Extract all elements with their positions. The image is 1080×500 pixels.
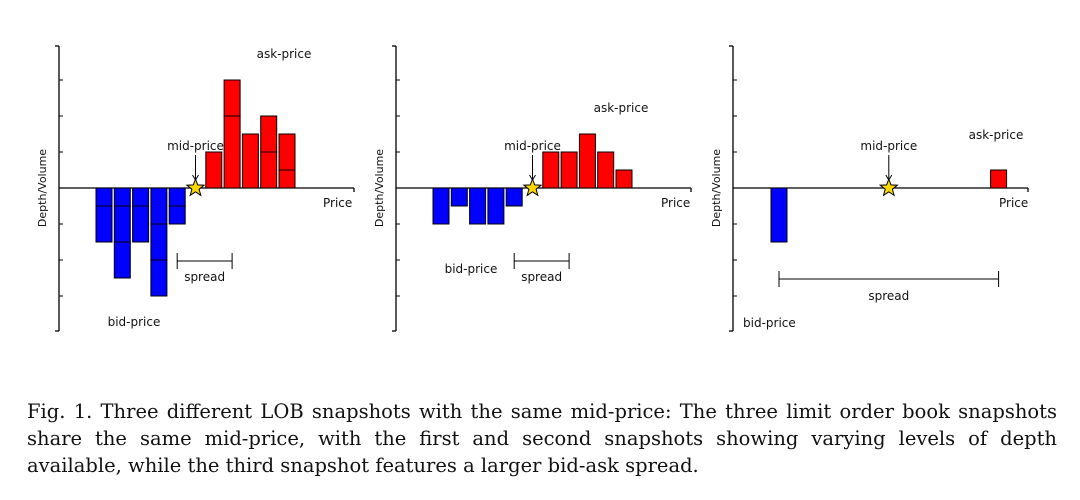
- bid-bar: [432, 187, 450, 225]
- ask-bar: [278, 169, 296, 189]
- bid-bar: [168, 205, 186, 225]
- bid-bar: [150, 259, 168, 297]
- ask-bar: [615, 169, 633, 189]
- bid-bar: [132, 187, 150, 207]
- bid-bar: [150, 223, 168, 261]
- bid-bar: [95, 187, 113, 207]
- lob-panel-3: Depth/Volume Price mid-price ask-price bid-p…: [710, 45, 1029, 332]
- ask-bar: [990, 169, 1008, 189]
- spread-label: spread: [868, 289, 909, 303]
- mid-price-label: mid-price: [167, 139, 224, 153]
- mid-price-star: [878, 177, 899, 197]
- ask-bar: [560, 151, 578, 189]
- bid-bar: [150, 187, 168, 225]
- bid-bar: [505, 187, 523, 207]
- spread-label: spread: [521, 270, 562, 284]
- bid-bar: [487, 187, 505, 225]
- ask-bar: [205, 151, 223, 189]
- bid-bar: [770, 187, 788, 243]
- ask-price-label: ask-price: [594, 101, 649, 115]
- bid-bar: [132, 205, 150, 243]
- y-axis-label: Depth/Volume: [710, 149, 723, 227]
- ask-bar: [260, 115, 278, 153]
- mid-price-star: [522, 177, 543, 197]
- bid-bar: [469, 187, 487, 225]
- lob-panel-1: Depth/Volume Price mid-price ask-price bid-p…: [36, 45, 355, 332]
- bid-bar: [168, 187, 186, 207]
- ask-bar: [260, 151, 278, 189]
- mid-price-label: mid-price: [860, 139, 917, 153]
- mid-price-label: mid-price: [504, 139, 561, 153]
- bid-price-label: bid-price: [108, 315, 161, 329]
- ask-price-label: ask-price: [257, 47, 312, 61]
- ask-bar: [278, 133, 296, 171]
- bid-bar: [113, 241, 131, 279]
- bid-bar: [113, 187, 131, 207]
- ask-bar: [241, 133, 259, 189]
- bid-bar: [113, 205, 131, 243]
- lob-panel-2: Depth/Volume Price mid-price ask-price bid-p…: [373, 45, 692, 332]
- lob-figure: Depth/Volume Price mid-price ask-price bid-p…: [36, 45, 1029, 332]
- ask-bar: [542, 151, 560, 189]
- ask-bar: [578, 133, 596, 189]
- ask-bar: [223, 115, 241, 189]
- mid-price-star: [185, 177, 206, 197]
- y-axis-label: Depth/Volume: [373, 149, 386, 227]
- spread-label: spread: [184, 270, 225, 284]
- bid-bar: [450, 187, 468, 207]
- ask-price-label: ask-price: [969, 128, 1024, 142]
- bid-bar: [95, 205, 113, 243]
- ask-bar: [597, 151, 615, 189]
- figure-caption: Fig. 1. Three different LOB snapshots wi…: [27, 399, 1057, 477]
- y-axis-label: Depth/Volume: [36, 149, 49, 227]
- ask-bar: [223, 79, 241, 117]
- bid-price-label: bid-price: [743, 316, 796, 330]
- x-axis-label: Price: [999, 196, 1028, 210]
- x-axis-label: Price: [661, 196, 690, 210]
- x-axis-label: Price: [323, 196, 352, 210]
- bid-price-label: bid-price: [445, 262, 498, 276]
